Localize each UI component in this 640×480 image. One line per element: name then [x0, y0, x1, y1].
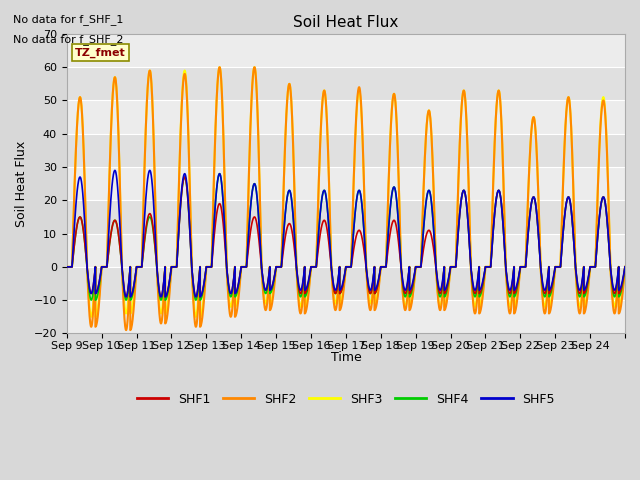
Text: TZ_fmet: TZ_fmet [75, 48, 126, 58]
Bar [67, 34, 625, 67]
Bar [67, 134, 625, 167]
Bar [67, 100, 625, 134]
Bar [67, 67, 625, 100]
X-axis label: Time: Time [330, 351, 361, 364]
Bar [67, 200, 625, 234]
Bar [67, 234, 625, 267]
Bar [67, 267, 625, 300]
Legend: SHF1, SHF2, SHF3, SHF4, SHF5: SHF1, SHF2, SHF3, SHF4, SHF5 [132, 387, 560, 410]
Text: No data for f_SHF_1: No data for f_SHF_1 [13, 14, 123, 25]
Y-axis label: Soil Heat Flux: Soil Heat Flux [15, 141, 28, 227]
Bar [67, 167, 625, 200]
Bar [67, 300, 625, 334]
Title: Soil Heat Flux: Soil Heat Flux [293, 15, 399, 30]
Text: No data for f_SHF_2: No data for f_SHF_2 [13, 34, 124, 45]
